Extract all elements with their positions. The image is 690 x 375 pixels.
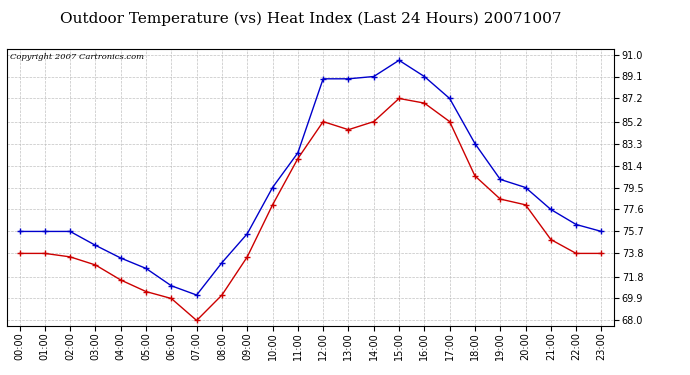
Text: Outdoor Temperature (vs) Heat Index (Last 24 Hours) 20071007: Outdoor Temperature (vs) Heat Index (Las… xyxy=(60,11,561,26)
Text: Copyright 2007 Cartronics.com: Copyright 2007 Cartronics.com xyxy=(10,53,144,61)
